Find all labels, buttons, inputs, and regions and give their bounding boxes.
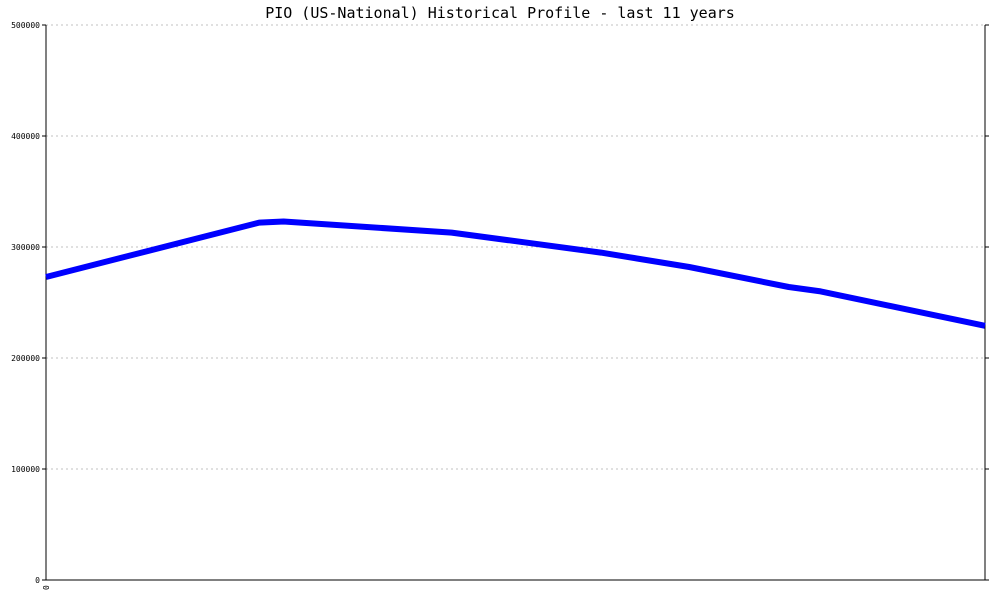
y-tick-label: 400000 [11, 132, 40, 141]
y-tick-label: 200000 [11, 354, 40, 363]
x-ticks: 0 [42, 585, 51, 590]
grid [46, 24, 985, 470]
y-tick-label: 100000 [11, 465, 40, 474]
y-tick-label: 500000 [11, 21, 40, 30]
y-tick-label: 0 [35, 576, 40, 585]
series-layer [45, 218, 986, 329]
axes [45, 25, 986, 581]
chart-title: PIO (US-National) Historical Profile - l… [265, 4, 735, 22]
y-ticks: 0 100000 200000 300000 400000 500000 [11, 21, 989, 585]
series-line [45, 218, 986, 329]
y-tick-label: 300000 [11, 243, 40, 252]
x-tick-label: 0 [42, 585, 51, 590]
